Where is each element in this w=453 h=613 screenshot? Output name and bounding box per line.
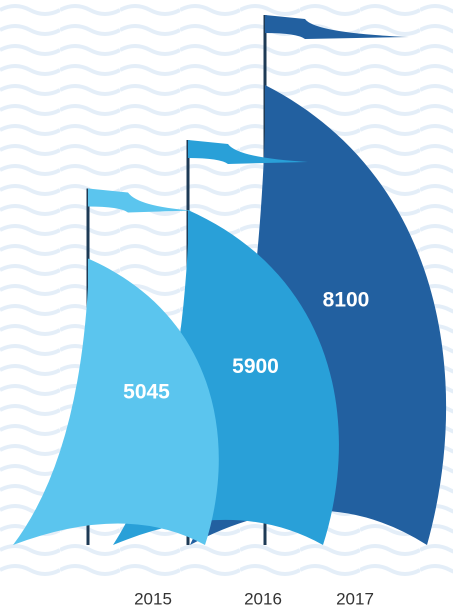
sails: 8100 5900 5045 bbox=[13, 15, 447, 545]
sail bbox=[13, 258, 219, 545]
flag bbox=[265, 15, 409, 39]
flag bbox=[188, 139, 308, 164]
value-label: 8100 bbox=[323, 289, 370, 312]
category-label: 2017 bbox=[336, 589, 374, 608]
value-label: 5045 bbox=[123, 381, 170, 404]
value-label: 5900 bbox=[232, 355, 279, 378]
flag bbox=[88, 188, 192, 213]
category-label: 2015 bbox=[134, 589, 172, 608]
category-label: 2016 bbox=[244, 589, 282, 608]
